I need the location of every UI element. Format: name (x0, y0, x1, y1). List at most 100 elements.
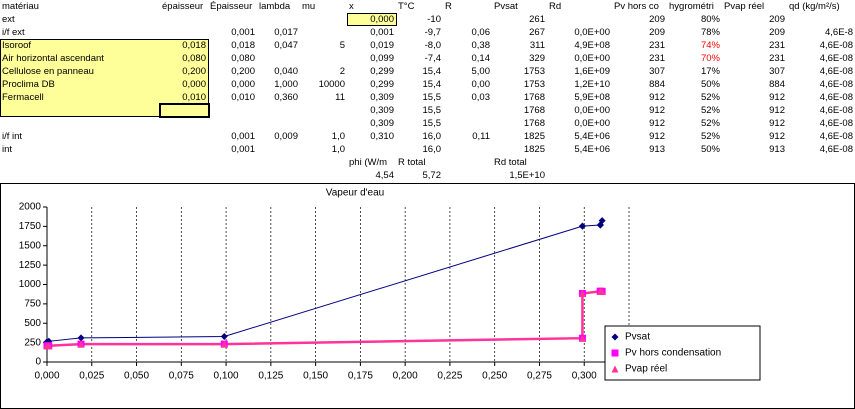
cell[interactable]: 311 (529, 40, 545, 51)
cell[interactable]: 0,047 (274, 40, 298, 51)
cell[interactable]: 1768 (523, 92, 545, 103)
cell[interactable]: 0,360 (274, 92, 298, 103)
cell[interactable]: 0,018 (231, 40, 255, 51)
cell[interactable]: 913 (649, 144, 665, 155)
cell[interactable]: 0,018 (160, 39, 208, 52)
cell[interactable]: 0,14 (471, 53, 491, 64)
cell[interactable]: 4,6E-08 (819, 53, 853, 64)
cell[interactable]: 0,200 (231, 66, 255, 77)
cell[interactable]: 1753 (523, 66, 545, 77)
cell[interactable]: i/f ext (2, 27, 25, 38)
cell[interactable]: 0,310 (370, 131, 394, 142)
cell[interactable]: mu (302, 1, 316, 12)
cell[interactable]: 4,6E-08 (819, 131, 853, 142)
cell[interactable]: 1753 (523, 79, 545, 90)
cell[interactable]: 4,6E-08 (819, 105, 853, 116)
cell[interactable]: 15,5 (422, 105, 442, 116)
cell[interactable]: 4,6E-08 (819, 40, 853, 51)
cell[interactable]: 912 (769, 105, 785, 116)
cell[interactable]: i/f int (2, 131, 23, 142)
cell[interactable]: 50% (700, 144, 720, 155)
cell[interactable]: 5,00 (471, 66, 491, 77)
cell[interactable]: 0,200 (160, 65, 208, 78)
cell[interactable]: 209 (769, 27, 785, 38)
cell[interactable]: 0,00 (471, 79, 491, 90)
cell[interactable]: 15,5 (422, 118, 442, 129)
cell[interactable]: 329 (529, 53, 545, 64)
cell[interactable]: 231 (769, 53, 785, 64)
cell[interactable]: 2 (339, 66, 345, 77)
cell[interactable]: 4,54 (375, 170, 395, 181)
cell[interactable]: 912 (769, 118, 785, 129)
cell[interactable]: 11 (335, 92, 345, 103)
cell[interactable]: 0,001 (231, 131, 255, 142)
cell[interactable]: 0,099 (370, 53, 394, 64)
cell[interactable]: 1,6E+09 (574, 66, 610, 77)
cell[interactable]: 0,017 (274, 27, 298, 38)
cell[interactable]: Air horizontal ascendant (0, 52, 160, 65)
cell[interactable]: 52% (700, 92, 720, 103)
cell[interactable]: -9,7 (424, 27, 441, 38)
cell[interactable]: 4,6E-08 (819, 144, 853, 155)
cell[interactable]: 4,6E-08 (819, 92, 853, 103)
cell[interactable]: Rd (549, 1, 562, 12)
cell[interactable]: 231 (649, 40, 665, 51)
cell[interactable]: -10 (427, 14, 441, 25)
cell[interactable]: 10000 (318, 79, 345, 90)
cell[interactable]: phi (W/m (349, 157, 387, 168)
cell[interactable]: 0,38 (471, 40, 491, 51)
cell[interactable]: 16,0 (422, 131, 442, 142)
cell[interactable]: 1768 (523, 118, 545, 129)
cell[interactable]: 0,309 (370, 118, 394, 129)
cell[interactable]: 0,080 (231, 53, 255, 64)
cell[interactable]: Pvsat (494, 1, 518, 12)
cell[interactable]: 0,001 (370, 27, 394, 38)
cell[interactable]: Rd total (494, 157, 527, 168)
cell[interactable]: 0,0E+00 (574, 53, 610, 64)
cell[interactable]: 0,019 (370, 40, 394, 51)
cell[interactable]: -7,4 (424, 53, 441, 64)
cell[interactable]: 4,6E-8 (825, 27, 853, 38)
cell[interactable]: ext (2, 14, 15, 25)
cell[interactable]: 912 (649, 131, 665, 142)
cell[interactable]: 209 (649, 14, 665, 25)
cell[interactable]: 78% (700, 27, 720, 38)
cell[interactable]: 5,4E+06 (574, 131, 610, 142)
cell[interactable]: Pvap réel (724, 1, 765, 12)
cell[interactable]: 15,4 (422, 66, 442, 77)
cell[interactable]: 80% (700, 14, 720, 25)
cell[interactable]: 0,299 (370, 79, 394, 90)
cell[interactable]: qd (kg/m²/s) (789, 1, 840, 12)
cell[interactable]: 0,080 (160, 52, 208, 65)
cell[interactable]: 1,5E+10 (509, 170, 545, 181)
cell[interactable]: 5,9E+08 (574, 92, 610, 103)
cell[interactable]: 4,6E-08 (819, 118, 853, 129)
cell[interactable] (0, 104, 160, 117)
cell[interactable]: 0,309 (370, 105, 394, 116)
cell[interactable]: 0,000 (231, 79, 255, 90)
cell[interactable]: 209 (649, 27, 665, 38)
cell[interactable]: 231 (769, 40, 785, 51)
cell[interactable]: 884 (649, 79, 665, 90)
cell[interactable]: 1,000 (274, 79, 298, 90)
cell[interactable]: 4,9E+08 (574, 40, 610, 51)
cell[interactable]: 307 (769, 66, 785, 77)
cell[interactable]: int (2, 144, 13, 155)
cell[interactable]: 0,000 (160, 78, 208, 91)
cell[interactable]: 74% (700, 40, 720, 51)
cell[interactable]: 912 (649, 105, 665, 116)
cell[interactable]: 5 (339, 40, 345, 51)
cell[interactable]: 52% (700, 105, 720, 116)
cell[interactable]: matériau (2, 1, 39, 12)
cell[interactable]: 1,2E+10 (574, 79, 610, 90)
cell[interactable]: 261 (529, 14, 545, 25)
cell[interactable]: x (349, 1, 354, 12)
cell[interactable]: hygrométri (669, 1, 714, 12)
cell[interactable]: 4,6E-08 (819, 66, 853, 77)
cell[interactable]: 52% (700, 118, 720, 129)
cell[interactable]: 912 (769, 131, 785, 142)
cell[interactable]: R total (398, 157, 426, 168)
cell[interactable]: Isoroof (0, 39, 160, 52)
cell[interactable]: 912 (649, 92, 665, 103)
cell[interactable]: 0,11 (472, 131, 490, 142)
